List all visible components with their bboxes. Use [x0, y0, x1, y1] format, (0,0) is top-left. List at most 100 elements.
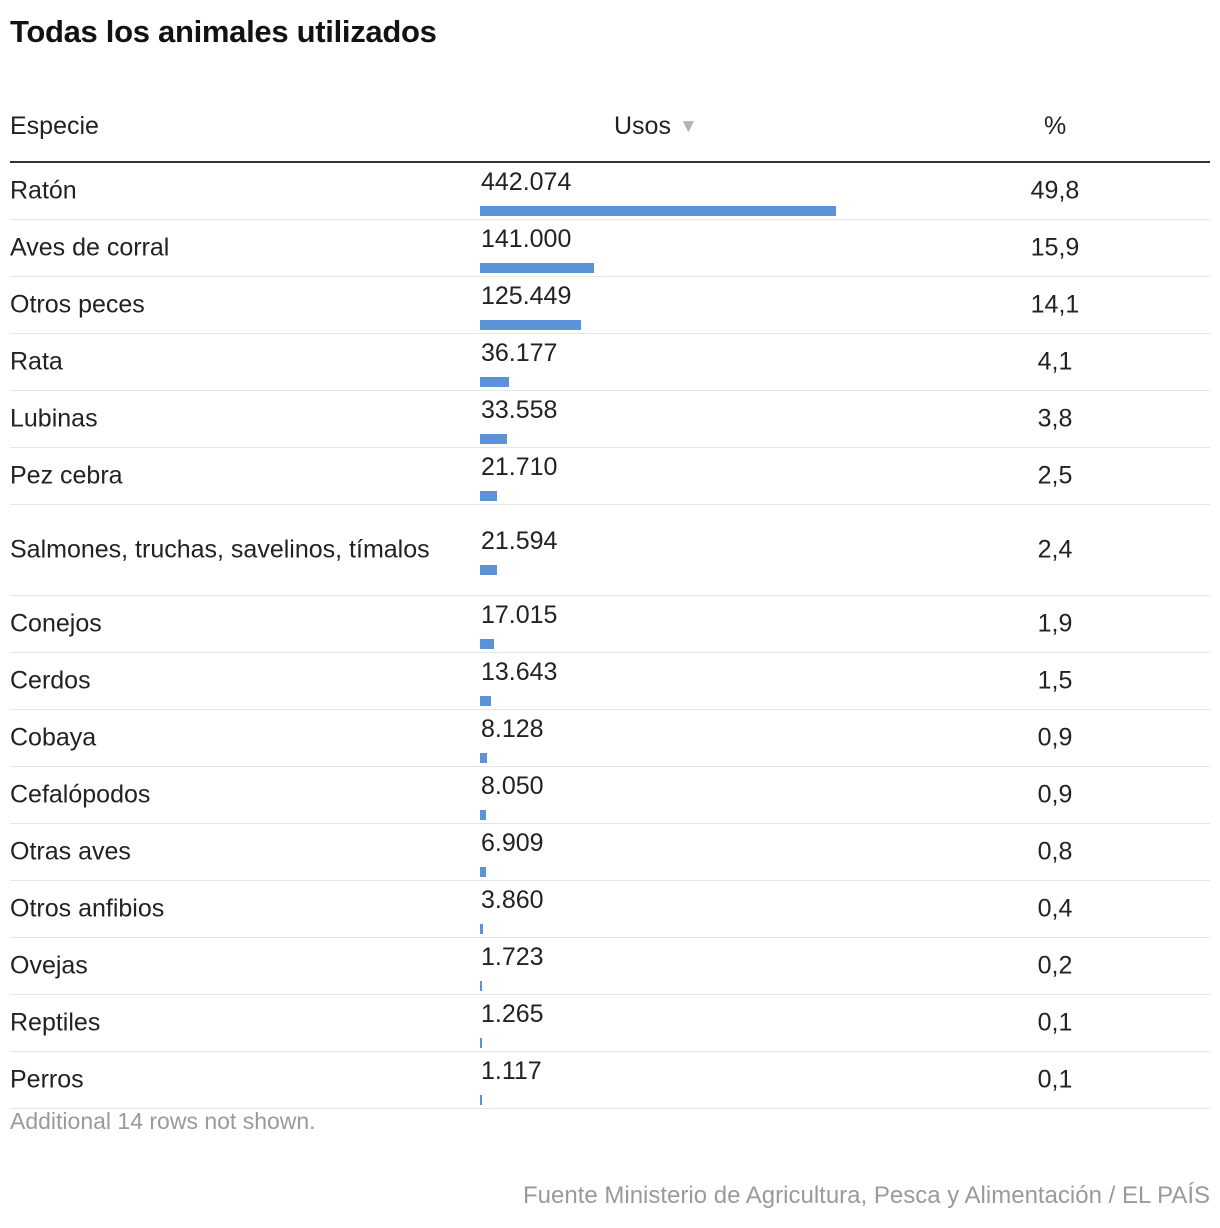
uses-cell: 1.117 [480, 1055, 860, 1105]
percent-cell: 49,8 [1030, 176, 1080, 205]
species-cell: Rata [10, 347, 63, 376]
column-header-species[interactable]: Especie [10, 112, 99, 140]
percent-cell: 0,1 [1037, 1008, 1073, 1037]
table-row: Ratón 442.074 49,8 [10, 163, 1210, 220]
uses-cell: 442.074 [480, 166, 860, 216]
uses-bar [480, 491, 497, 501]
percent-cell: 3,8 [1037, 404, 1073, 433]
percent-cell: 2,4 [1037, 535, 1073, 564]
table-row: Cobaya 8.128 0,9 [10, 710, 1210, 767]
column-header-uses-label: Usos [614, 112, 671, 140]
uses-bar [480, 1038, 482, 1048]
species-cell: Salmones, truchas, savelinos, tímalos [10, 535, 430, 564]
uses-bar [480, 924, 483, 934]
uses-bar [480, 377, 509, 387]
uses-value: 33.558 [481, 396, 558, 424]
table-row: Lubinas 33.558 3,8 [10, 391, 1210, 448]
percent-cell: 0,2 [1037, 951, 1073, 980]
uses-bar [480, 1095, 482, 1105]
chart-title: Todas los animales utilizados [10, 14, 437, 49]
source-credit: Fuente Ministerio de Agricultura, Pesca … [523, 1182, 1210, 1209]
percent-cell: 2,5 [1037, 461, 1073, 490]
table-row: Ovejas 1.723 0,2 [10, 938, 1210, 995]
table-row: Rata 36.177 4,1 [10, 334, 1210, 391]
uses-cell: 125.449 [480, 280, 860, 330]
species-cell: Aves de corral [10, 233, 170, 262]
uses-cell: 21.594 [480, 525, 860, 575]
uses-value: 141.000 [481, 225, 572, 253]
uses-bar [480, 981, 482, 991]
species-cell: Reptiles [10, 1008, 101, 1037]
species-cell: Lubinas [10, 404, 98, 433]
uses-bar [480, 753, 487, 763]
uses-value: 3.860 [481, 886, 544, 914]
uses-bar [480, 696, 491, 706]
uses-value: 8.050 [481, 772, 544, 800]
table-row: Pez cebra 21.710 2,5 [10, 448, 1210, 505]
uses-value: 1.723 [481, 943, 544, 971]
species-cell: Ovejas [10, 951, 88, 980]
uses-value: 1.117 [481, 1057, 542, 1085]
uses-value: 442.074 [481, 168, 572, 196]
percent-cell: 0,4 [1037, 894, 1073, 923]
species-cell: Perros [10, 1065, 84, 1094]
uses-cell: 33.558 [480, 394, 860, 444]
uses-bar [480, 639, 494, 649]
uses-bar [480, 810, 486, 820]
uses-value: 8.128 [481, 715, 544, 743]
uses-cell: 3.860 [480, 884, 860, 934]
species-cell: Otros anfibios [10, 894, 165, 923]
percent-cell: 0,1 [1037, 1065, 1073, 1094]
species-cell: Conejos [10, 609, 102, 638]
uses-value: 1.265 [481, 1000, 544, 1028]
table-row: Conejos 17.015 1,9 [10, 596, 1210, 653]
sort-descending-icon[interactable]: ▼ [678, 116, 698, 137]
table-row: Otras aves 6.909 0,8 [10, 824, 1210, 881]
table-row: Aves de corral 141.000 15,9 [10, 220, 1210, 277]
uses-bar [480, 320, 581, 330]
uses-cell: 8.128 [480, 713, 860, 763]
table-header: Especie Usos ▼ % [10, 108, 1210, 148]
column-header-percent[interactable]: % [1044, 112, 1067, 140]
header-divider [10, 161, 1210, 163]
percent-cell: 0,9 [1037, 723, 1073, 752]
table-row: Reptiles 1.265 0,1 [10, 995, 1210, 1052]
species-cell: Otras aves [10, 837, 131, 866]
uses-value: 21.594 [481, 527, 558, 555]
uses-cell: 36.177 [480, 337, 860, 387]
species-cell: Cerdos [10, 666, 91, 695]
species-cell: Ratón [10, 176, 77, 205]
percent-cell: 0,8 [1037, 837, 1073, 866]
uses-cell: 141.000 [480, 223, 860, 273]
uses-cell: 6.909 [480, 827, 860, 877]
percent-cell: 0,9 [1037, 780, 1073, 809]
uses-bar [480, 263, 594, 273]
table-row: Cefalópodos 8.050 0,9 [10, 767, 1210, 824]
uses-cell: 21.710 [480, 451, 860, 501]
species-cell: Cefalópodos [10, 780, 151, 809]
uses-value: 36.177 [481, 339, 558, 367]
uses-cell: 1.265 [480, 998, 860, 1048]
table-row: Perros 1.117 0,1 [10, 1052, 1210, 1109]
uses-value: 17.015 [481, 601, 558, 629]
percent-cell: 14,1 [1030, 290, 1080, 319]
uses-bar [480, 565, 497, 575]
uses-value: 6.909 [481, 829, 544, 857]
uses-value: 125.449 [481, 282, 572, 310]
uses-bar [480, 434, 507, 444]
column-header-uses[interactable]: Usos ▼ [614, 108, 698, 145]
table-row: Cerdos 13.643 1,5 [10, 653, 1210, 710]
table-row: Otros peces 125.449 14,1 [10, 277, 1210, 334]
uses-bar [480, 867, 486, 877]
species-cell: Otros peces [10, 290, 145, 319]
table-row: Otros anfibios 3.860 0,4 [10, 881, 1210, 938]
uses-value: 21.710 [481, 453, 558, 481]
percent-cell: 1,5 [1037, 666, 1073, 695]
table-row: Salmones, truchas, savelinos, tímalos 21.… [10, 505, 1210, 596]
percent-cell: 15,9 [1030, 233, 1080, 262]
uses-value: 13.643 [481, 658, 558, 686]
species-cell: Pez cebra [10, 461, 123, 490]
uses-cell: 17.015 [480, 599, 860, 649]
uses-cell: 1.723 [480, 941, 860, 991]
percent-cell: 4,1 [1037, 347, 1073, 376]
